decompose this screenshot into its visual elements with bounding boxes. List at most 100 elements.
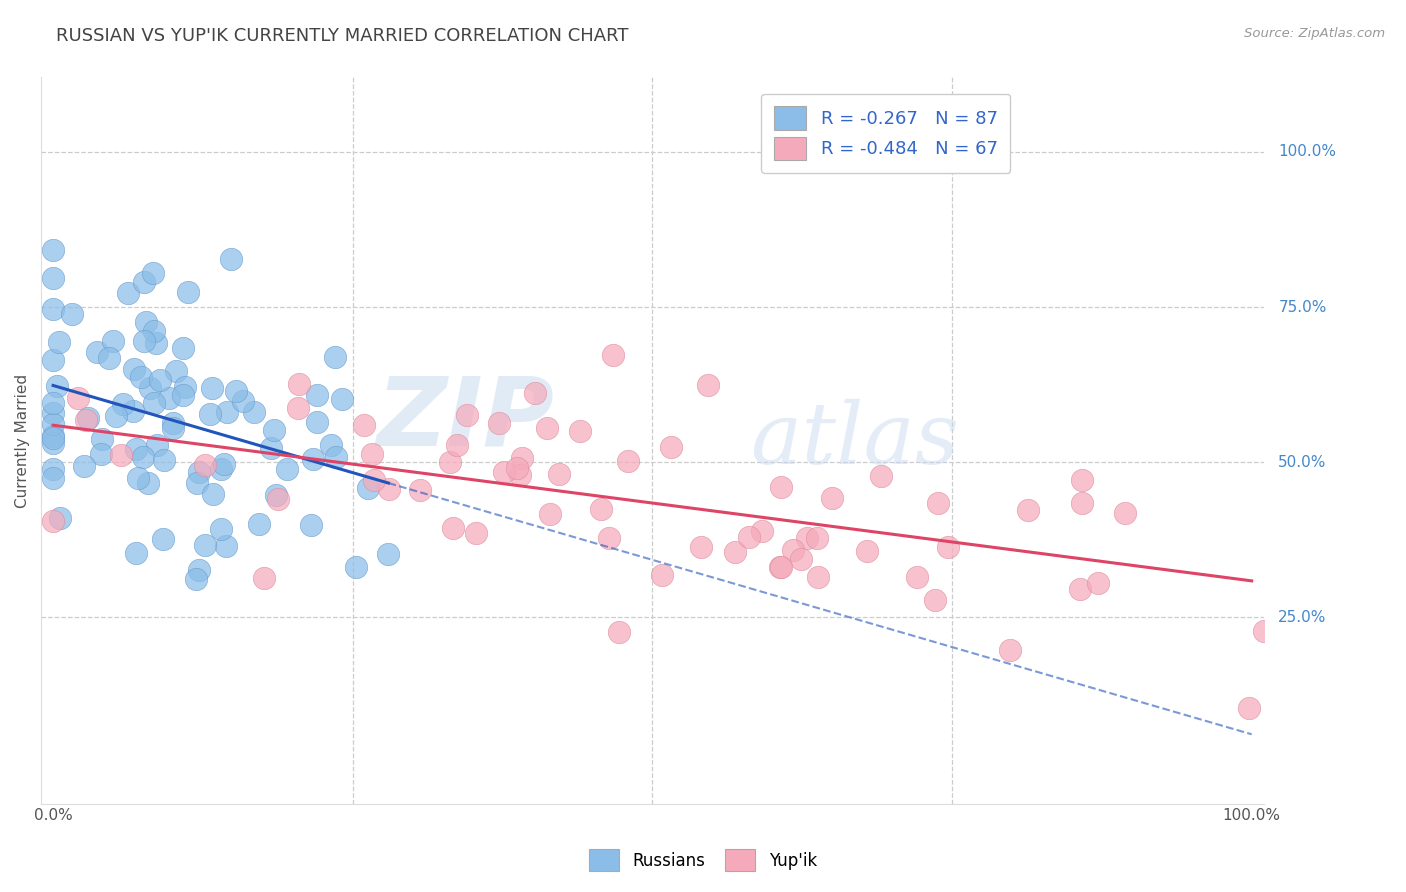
Point — [288, 376, 311, 391]
Point — [305, 388, 328, 402]
Text: 100.0%: 100.0% — [1278, 145, 1336, 160]
Point — [441, 521, 464, 535]
Point — [302, 452, 325, 467]
Point — [1114, 506, 1136, 520]
Point — [188, 465, 211, 479]
Point — [1070, 473, 1092, 487]
Point — [198, 407, 221, 421]
Point — [42, 244, 65, 258]
Point — [177, 285, 200, 299]
Point — [135, 315, 157, 329]
Point — [111, 397, 134, 411]
Point — [409, 483, 432, 498]
Point — [46, 379, 69, 393]
Point — [162, 416, 184, 430]
Point — [1000, 642, 1022, 657]
Point — [266, 492, 288, 507]
Point — [323, 351, 346, 365]
Point — [790, 552, 813, 566]
Point — [134, 334, 156, 349]
Point — [42, 417, 65, 431]
Point — [538, 507, 561, 521]
Point — [49, 510, 72, 524]
Point — [90, 447, 112, 461]
Point — [616, 454, 638, 468]
Point — [48, 334, 70, 349]
Point — [524, 386, 547, 401]
Point — [769, 560, 792, 574]
Point — [547, 467, 569, 481]
Point — [659, 440, 682, 454]
Point — [105, 409, 128, 424]
Point — [214, 457, 236, 471]
Point — [264, 488, 287, 502]
Point — [287, 401, 309, 415]
Point — [209, 523, 232, 537]
Point — [132, 450, 155, 464]
Point — [172, 341, 194, 355]
Point — [697, 377, 720, 392]
Point — [465, 526, 488, 541]
Point — [325, 450, 347, 465]
Point — [187, 563, 209, 577]
Text: atlas: atlas — [751, 400, 959, 482]
Point — [378, 482, 401, 496]
Point — [138, 380, 160, 394]
Point — [122, 404, 145, 418]
Point — [122, 362, 145, 376]
Point — [377, 547, 399, 561]
Point — [1253, 624, 1275, 639]
Point — [209, 462, 232, 476]
Point — [42, 471, 65, 485]
Point — [330, 392, 353, 407]
Point — [86, 345, 108, 359]
Point — [127, 471, 149, 485]
Point — [598, 531, 620, 545]
Point — [821, 491, 844, 506]
Point — [194, 539, 217, 553]
Point — [488, 416, 510, 430]
Point — [247, 517, 270, 532]
Point — [42, 436, 65, 450]
Text: 25.0%: 25.0% — [1278, 610, 1327, 625]
Point — [651, 568, 673, 582]
Point — [907, 570, 929, 584]
Point — [157, 391, 180, 405]
Point — [1237, 701, 1260, 715]
Point — [796, 531, 818, 545]
Point — [194, 458, 217, 473]
Point — [125, 546, 148, 560]
Point — [42, 271, 65, 285]
Point — [201, 487, 224, 501]
Point — [142, 266, 165, 280]
Point — [42, 514, 65, 528]
Point — [143, 324, 166, 338]
Point — [536, 421, 558, 435]
Point — [356, 481, 378, 495]
Point — [690, 540, 713, 554]
Point — [782, 543, 804, 558]
Point — [509, 467, 531, 482]
Point — [172, 388, 194, 402]
Point — [75, 413, 97, 427]
Point — [152, 532, 174, 546]
Point — [510, 451, 533, 466]
Point — [494, 465, 516, 479]
Point — [602, 348, 624, 362]
Point — [143, 395, 166, 409]
Y-axis label: Currently Married: Currently Married — [15, 374, 30, 508]
Point — [738, 531, 761, 545]
Point — [299, 518, 322, 533]
Point — [117, 285, 139, 300]
Point — [361, 447, 384, 461]
Text: RUSSIAN VS YUP'IK CURRENTLY MARRIED CORRELATION CHART: RUSSIAN VS YUP'IK CURRENTLY MARRIED CORR… — [56, 27, 628, 45]
Point — [145, 336, 167, 351]
Point — [73, 458, 96, 473]
Point — [1017, 503, 1039, 517]
Point — [751, 524, 773, 539]
Point — [276, 462, 298, 476]
Point — [67, 392, 90, 406]
Point — [1264, 510, 1286, 524]
Point — [125, 442, 148, 457]
Point — [225, 384, 247, 398]
